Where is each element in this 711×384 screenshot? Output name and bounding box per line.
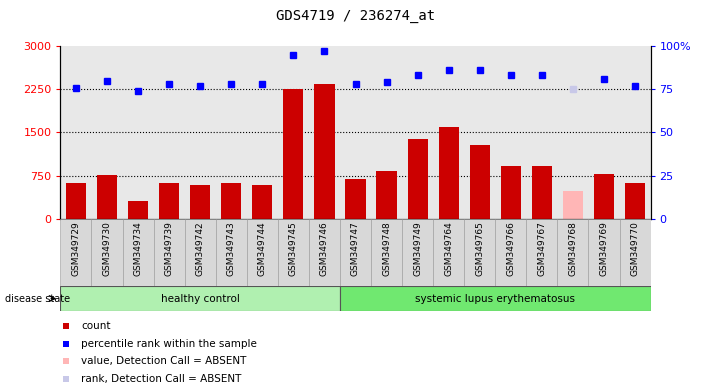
Bar (252, 185, 272, 219)
Text: GSM349769: GSM349769 (599, 221, 609, 276)
Text: GSM349747: GSM349747 (351, 221, 360, 276)
Text: GSM349749: GSM349749 (413, 221, 422, 276)
Text: GSM349729: GSM349729 (72, 221, 80, 276)
Text: GSM349746: GSM349746 (320, 221, 329, 276)
Text: GSM349748: GSM349748 (382, 221, 391, 276)
Bar (532, 166, 552, 219)
Text: percentile rank within the sample: percentile rank within the sample (81, 339, 257, 349)
Bar (340, 286, 651, 311)
Text: rank, Detection Call = ABSENT: rank, Detection Call = ABSENT (81, 374, 242, 384)
Bar (501, 166, 521, 219)
Text: GSM349745: GSM349745 (289, 221, 298, 276)
Bar (402, 219, 433, 286)
Text: GSM349770: GSM349770 (631, 221, 639, 276)
Bar (190, 185, 210, 219)
Text: GSM349764: GSM349764 (444, 221, 453, 276)
Bar (625, 183, 645, 219)
Text: GSM349744: GSM349744 (258, 221, 267, 276)
Text: GSM349768: GSM349768 (568, 221, 577, 276)
Bar (589, 219, 619, 286)
Bar (215, 219, 247, 286)
Bar (371, 219, 402, 286)
Bar (314, 84, 335, 219)
Bar (159, 183, 179, 219)
Bar (407, 139, 428, 219)
Bar (128, 201, 148, 219)
Text: disease state: disease state (5, 293, 70, 304)
Bar (464, 219, 496, 286)
Bar (376, 171, 397, 219)
Bar (60, 219, 92, 286)
Text: GSM349742: GSM349742 (196, 221, 205, 276)
Text: systemic lupus erythematosus: systemic lupus erythematosus (415, 293, 575, 304)
Bar (247, 219, 278, 286)
Text: GSM349743: GSM349743 (227, 221, 236, 276)
Text: GSM349766: GSM349766 (506, 221, 515, 276)
Bar (594, 174, 614, 219)
Text: GSM349767: GSM349767 (538, 221, 546, 276)
Bar (122, 219, 154, 286)
Text: GSM349734: GSM349734 (134, 221, 143, 276)
Text: GDS4719 / 236274_at: GDS4719 / 236274_at (276, 9, 435, 23)
Bar (92, 219, 122, 286)
Bar (439, 127, 459, 219)
Bar (433, 219, 464, 286)
Bar (619, 219, 651, 286)
Text: healthy control: healthy control (161, 293, 240, 304)
Bar (60, 286, 340, 311)
Bar (66, 183, 86, 219)
Text: count: count (81, 321, 111, 331)
Bar (346, 179, 365, 219)
Bar (221, 183, 241, 219)
Bar (154, 219, 185, 286)
Bar (526, 219, 557, 286)
Bar (283, 89, 304, 219)
Bar (185, 219, 215, 286)
Text: GSM349739: GSM349739 (165, 221, 173, 276)
Bar (470, 145, 490, 219)
Bar (496, 219, 526, 286)
Text: GSM349730: GSM349730 (102, 221, 112, 276)
Bar (278, 219, 309, 286)
Bar (97, 175, 117, 219)
Bar (557, 219, 589, 286)
Text: GSM349765: GSM349765 (475, 221, 484, 276)
Bar (309, 219, 340, 286)
Text: value, Detection Call = ABSENT: value, Detection Call = ABSENT (81, 356, 247, 366)
Bar (340, 219, 371, 286)
Bar (563, 191, 583, 219)
